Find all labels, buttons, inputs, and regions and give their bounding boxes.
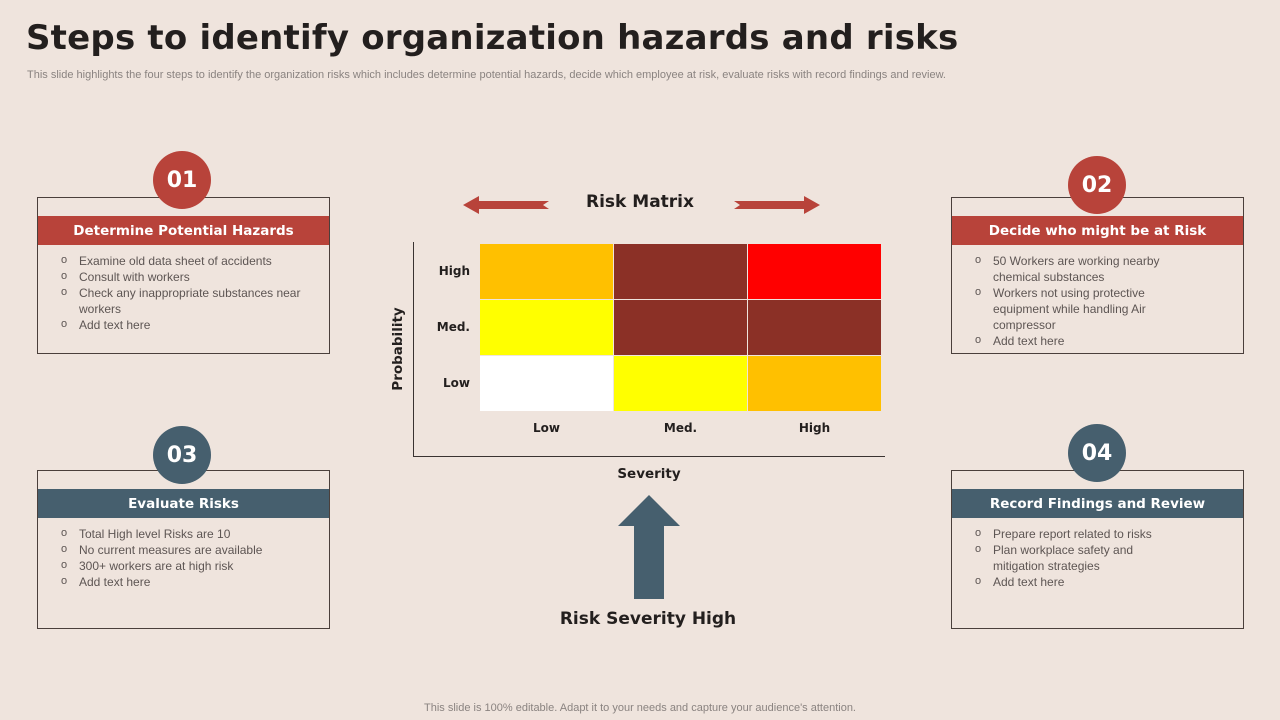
step-card-2: Decide who might be at Risk 50 Workers a…: [951, 197, 1244, 354]
row-label: Low: [443, 376, 470, 390]
list-item: Add text here: [975, 573, 1173, 590]
step-number-badge: 02: [1068, 156, 1126, 214]
step-list: Examine old data sheet of accidents Cons…: [61, 252, 319, 333]
right-arrow-icon: [734, 196, 820, 214]
matrix-cell: [614, 356, 747, 411]
step-title: Determine Potential Hazards: [38, 216, 329, 245]
step-list: Total High level Risks are 10 No current…: [61, 525, 319, 590]
step-list: Prepare report related to risks Plan wor…: [975, 525, 1173, 590]
risk-severity-callout: Risk Severity High: [559, 609, 737, 629]
left-arrow-icon: [463, 196, 549, 214]
y-axis-label: Probability: [390, 307, 406, 391]
list-item: Plan workplace safety and mitigation str…: [975, 541, 1173, 574]
matrix-title: Risk Matrix: [586, 192, 694, 212]
step-number-badge: 01: [153, 151, 211, 209]
column-label: Low: [533, 421, 560, 435]
matrix-cell: [480, 356, 613, 411]
step-title: Record Findings and Review: [952, 489, 1243, 518]
step-list: 50 Workers are working nearby chemical s…: [975, 252, 1193, 349]
step-card-1: Determine Potential Hazards Examine old …: [37, 197, 330, 354]
matrix-cell: [748, 356, 881, 411]
column-label: High: [798, 421, 831, 435]
list-item: Add text here: [61, 316, 319, 333]
matrix-cell: [480, 300, 613, 355]
step-card-4: Record Findings and Review Prepare repor…: [951, 470, 1244, 629]
list-item: Add text here: [975, 332, 1193, 349]
step-card-3: Evaluate Risks Total High level Risks ar…: [37, 470, 330, 629]
column-label: Med.: [663, 421, 698, 435]
list-item: Examine old data sheet of accidents: [61, 252, 319, 269]
matrix-cell: [480, 244, 613, 299]
list-item: Add text here: [61, 573, 319, 590]
list-item: Check any inappropriate substances near …: [61, 284, 319, 317]
list-item: Prepare report related to risks: [975, 525, 1173, 542]
matrix-x-axis-line: [413, 456, 885, 457]
page-title: Steps to identify organization hazards a…: [26, 18, 959, 58]
row-label: Med.: [436, 320, 470, 334]
list-item: No current measures are available: [61, 541, 319, 558]
up-arrow-icon: [618, 495, 680, 599]
x-axis-label: Severity: [617, 466, 681, 482]
matrix-cell: [748, 300, 881, 355]
step-number-badge: 04: [1068, 424, 1126, 482]
page-subtitle: This slide highlights the four steps to …: [27, 69, 946, 81]
list-item: Consult with workers: [61, 268, 319, 285]
matrix-cell: [614, 244, 747, 299]
matrix-y-axis-line: [413, 242, 414, 456]
list-item: Total High level Risks are 10: [61, 525, 319, 542]
step-title: Evaluate Risks: [38, 489, 329, 518]
step-title: Decide who might be at Risk: [952, 216, 1243, 245]
footer-note: This slide is 100% editable. Adapt it to…: [424, 702, 856, 714]
matrix-cell: [614, 300, 747, 355]
list-item: Workers not using protective equipment w…: [975, 284, 1193, 333]
step-number-badge: 03: [153, 426, 211, 484]
matrix-cell: [748, 244, 881, 299]
list-item: 300+ workers are at high risk: [61, 557, 319, 574]
list-item: 50 Workers are working nearby chemical s…: [975, 252, 1193, 285]
row-label: High: [438, 264, 470, 278]
